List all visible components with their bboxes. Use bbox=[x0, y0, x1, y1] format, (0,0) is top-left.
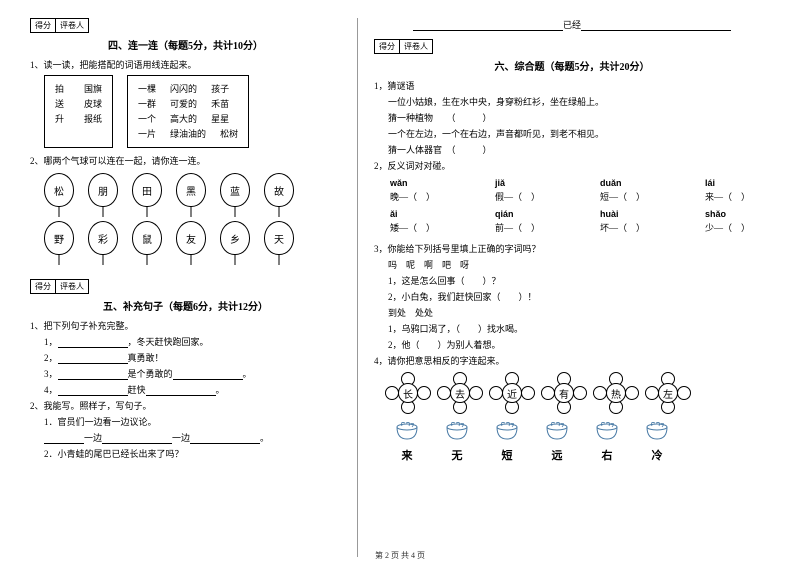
score-box-3: 得分 评卷人 bbox=[374, 39, 433, 54]
q6-4: 4，请你把意思相反的字连起来。 bbox=[374, 354, 770, 367]
q6-3-2b: 到处 处处 bbox=[374, 306, 770, 319]
q6-3-opts: 吗 呢 啊 吧 呀 bbox=[374, 258, 770, 271]
pinyin-row-2: ǎi矮—（ ） qián前—（ ） huài坏—（ ） shǎo少—（ ） bbox=[390, 209, 770, 234]
cup-item: 远 bbox=[542, 421, 572, 463]
flower: 有 bbox=[544, 375, 584, 411]
match-boxes: 拍国旗 送皮球 升报纸 一棵闪闪的孩子 一群可爱的禾苗 一个高大的星星 一片绿油… bbox=[44, 75, 341, 148]
riddle-1: 一位小姑娘，生在水中央，身穿粉红衫，坐在绿船上。 bbox=[374, 95, 770, 108]
score-label: 得分 bbox=[31, 19, 56, 32]
balloon: 田 bbox=[132, 173, 162, 207]
q5-2-2: 2．小青蛙的尾巴已经长出来了吗？ bbox=[30, 447, 341, 460]
cup-item: 短 bbox=[492, 421, 522, 463]
q6-3-1: 1，这是怎么回事（ ）？ bbox=[374, 274, 770, 287]
q5-2: 2、我能写。照样子，写句子。 bbox=[30, 399, 341, 412]
q6-1: 1，猜谜语 bbox=[374, 79, 770, 92]
flower: 去 bbox=[440, 375, 480, 411]
balloons: 松 朋 田 黑 蓝 故 野 彩 鼠 友 乡 天 bbox=[44, 173, 341, 255]
q5-2-blank: 一边一边。 bbox=[30, 431, 341, 444]
section-4-title: 四、连一连（每题5分，共计10分） bbox=[30, 37, 341, 52]
cup-item: 无 bbox=[442, 421, 472, 463]
q6-3-4: 2，他（ ）为别人着想。 bbox=[374, 338, 770, 351]
score-box-2: 得分 评卷人 bbox=[30, 279, 89, 294]
cup-icon bbox=[642, 421, 672, 443]
riddle-1b: 猜一种植物 （ ） bbox=[374, 111, 770, 124]
q5-1: 1、把下列句子补充完整。 bbox=[30, 319, 341, 332]
cup-item: 冷 bbox=[642, 421, 672, 463]
q6-2: 2，反义词对对碰。 bbox=[374, 159, 770, 172]
left-column: 得分 评卷人 四、连一连（每题5分，共计10分） 1、读一读，把能搭配的词语用线… bbox=[30, 18, 358, 557]
score-box: 得分 评卷人 bbox=[30, 18, 89, 33]
match-box-1: 拍国旗 送皮球 升报纸 bbox=[44, 75, 113, 148]
balloon: 朋 bbox=[88, 173, 118, 207]
q6-3-2: 2，小白兔，我们赶快回家（ ）！ bbox=[374, 290, 770, 303]
cup-icon bbox=[542, 421, 572, 443]
flower: 热 bbox=[596, 375, 636, 411]
q5-1-2: 2，真勇敢！ bbox=[30, 351, 341, 364]
already-line: 已经 bbox=[374, 18, 770, 31]
balloon: 乡 bbox=[220, 221, 250, 255]
q4-2: 2、哪两个气球可以连在一起，请你连一连。 bbox=[30, 154, 341, 167]
q5-1-4: 4，赶快。 bbox=[30, 383, 341, 396]
balloon: 黑 bbox=[176, 173, 206, 207]
flower: 近 bbox=[492, 375, 532, 411]
balloon: 友 bbox=[176, 221, 206, 255]
q5-1-3: 3，是个勇敢的。 bbox=[30, 367, 341, 380]
q6-3: 3，你能给下列括号里填上正确的字词吗？ bbox=[374, 242, 770, 255]
cup-icon bbox=[492, 421, 522, 443]
pinyin-row-1: wǎn晚—（ ） jiǎ假—（ ） duǎn短—（ ） lái来—（ ） bbox=[390, 178, 770, 203]
balloon: 松 bbox=[44, 173, 74, 207]
match-box-2: 一棵闪闪的孩子 一群可爱的禾苗 一个高大的星星 一片绿油油的松树 bbox=[127, 75, 249, 148]
cup-icon bbox=[592, 421, 622, 443]
balloon: 彩 bbox=[88, 221, 118, 255]
right-column: 已经 得分 评卷人 六、综合题（每题5分，共计20分） 1，猜谜语 一位小姑娘，… bbox=[374, 18, 770, 557]
cup-row: 来 无 短 远 右 冷 bbox=[392, 421, 770, 463]
balloon: 野 bbox=[44, 221, 74, 255]
cup-icon bbox=[392, 421, 422, 443]
cup-item: 来 bbox=[392, 421, 422, 463]
grader-label: 评卷人 bbox=[56, 19, 88, 32]
flower-row: 长 去 近 有 热 左 bbox=[388, 375, 770, 411]
balloon: 蓝 bbox=[220, 173, 250, 207]
riddle-2b: 猜一人体器官 （ ） bbox=[374, 143, 770, 156]
section-6-title: 六、综合题（每题5分，共计20分） bbox=[374, 58, 770, 73]
flower: 左 bbox=[648, 375, 688, 411]
q5-2-1: 1．官员们一边看一边议论。 bbox=[30, 415, 341, 428]
q5-1-1: 1，，冬天赶快跑回家。 bbox=[30, 335, 341, 348]
balloon: 天 bbox=[264, 221, 294, 255]
riddle-2: 一个在左边，一个在右边，声音都听见，到老不相见。 bbox=[374, 127, 770, 140]
cup-icon bbox=[442, 421, 472, 443]
cup-item: 右 bbox=[592, 421, 622, 463]
q6-3-3: 1，乌鸦口渴了，（ ）找水喝。 bbox=[374, 322, 770, 335]
section-5-title: 五、补充句子（每题6分，共计12分） bbox=[30, 298, 341, 313]
page-footer: 第 2 页 共 4 页 bbox=[0, 550, 800, 561]
balloon: 故 bbox=[264, 173, 294, 207]
flower: 长 bbox=[388, 375, 428, 411]
balloon: 鼠 bbox=[132, 221, 162, 255]
q4-1: 1、读一读，把能搭配的词语用线连起来。 bbox=[30, 58, 341, 71]
